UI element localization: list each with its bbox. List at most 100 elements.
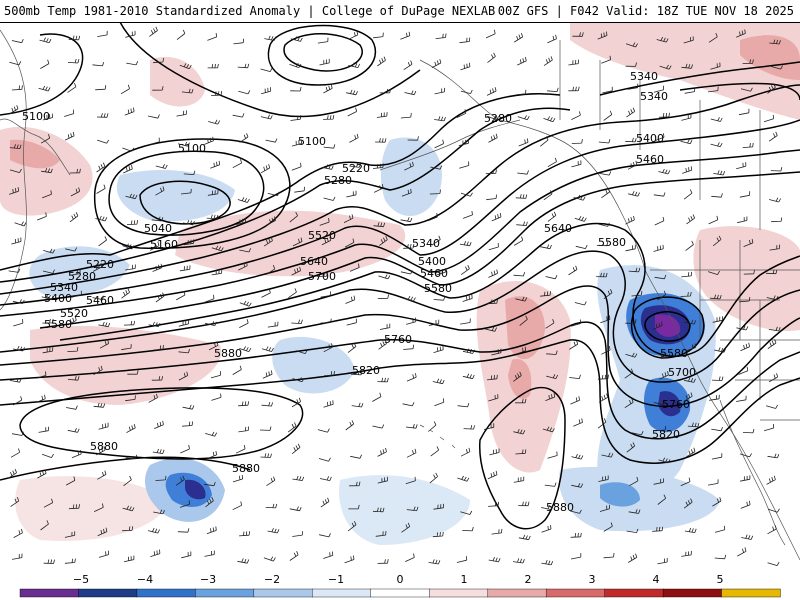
wind-barb [624, 398, 634, 409]
wind-barb [182, 404, 195, 410]
contour-5340 [0, 84, 800, 295]
wind-barb [320, 497, 330, 508]
wind-barb [769, 244, 781, 251]
wind-barb [349, 133, 359, 143]
wind-barb [70, 269, 81, 276]
wind-barb [767, 508, 780, 513]
wind-barb [263, 556, 276, 562]
wind-barb [94, 503, 104, 512]
wind-barb [154, 420, 164, 429]
wind-barb [546, 374, 559, 379]
wind-barb [770, 167, 783, 172]
wind-barb [655, 425, 667, 432]
wind-barb [68, 35, 81, 41]
colorbar-swatch [195, 588, 255, 598]
contour-5280 [0, 107, 571, 283]
wind-barb [204, 294, 215, 303]
contour-5340-east [599, 61, 800, 96]
wind-barb [323, 144, 336, 149]
wind-barb [205, 496, 214, 508]
wind-barb [346, 318, 357, 326]
wind-barb [40, 134, 51, 144]
contour-label: 5640 [300, 255, 328, 268]
wind-barb [14, 221, 27, 227]
wind-barb [597, 222, 610, 227]
contour-5580 [59, 222, 800, 357]
wind-barb [653, 85, 664, 93]
wind-barb [67, 58, 80, 64]
wind-barb [653, 192, 666, 197]
wind-barb [714, 525, 726, 533]
wind-barb [738, 366, 749, 375]
wind-barb [150, 549, 161, 557]
wind-barb [178, 319, 189, 327]
wind-barb [568, 59, 579, 66]
wind-barb [428, 559, 441, 565]
contour-label: 5280 [484, 112, 512, 125]
wind-barb [351, 402, 364, 408]
wind-barb [379, 88, 391, 94]
wind-barb [513, 236, 524, 246]
contour-5460 [0, 149, 800, 317]
wind-barb [771, 217, 783, 223]
contour-5760 [0, 321, 800, 440]
wind-barb [627, 553, 638, 563]
wind-barb [261, 401, 273, 407]
cold-anomaly-area [339, 475, 470, 545]
wind-barb [769, 39, 781, 45]
colorbar-tick: 2 [525, 573, 532, 586]
wind-barb [208, 341, 219, 351]
wind-barb [569, 340, 579, 350]
wind-barb [266, 265, 276, 275]
wind-barb [376, 112, 388, 118]
wind-barb [238, 90, 251, 95]
wind-barb [485, 29, 496, 39]
wind-barb [625, 244, 636, 252]
wind-barb [64, 131, 75, 141]
wind-barb [547, 34, 557, 44]
wind-barb [433, 296, 446, 301]
wind-barb [712, 316, 723, 323]
contour-labels: 5100 5100 5100 5040 5160 5220 5280 5340 … [22, 70, 696, 514]
wind-barb [36, 212, 47, 221]
wind-barb [238, 401, 249, 407]
wind-barb [97, 470, 107, 480]
contour-label: 5760 [662, 398, 690, 411]
wind-barb [126, 60, 139, 66]
wind-barb [625, 42, 638, 48]
contour-label: 5580 [598, 236, 626, 249]
contour-label: 5280 [324, 174, 352, 187]
wind-barb [575, 244, 588, 249]
wind-barb [292, 377, 305, 383]
wind-barb [232, 501, 243, 511]
wind-barb [768, 326, 781, 332]
contour-label: 5100 [22, 110, 50, 123]
wind-barb [152, 57, 164, 64]
wind-barb [626, 107, 636, 118]
wind-barb [400, 217, 413, 223]
wind-barb [12, 299, 25, 304]
wind-barb [266, 476, 276, 487]
wind-barb [291, 266, 301, 276]
wind-barb [740, 500, 751, 509]
wind-barb [205, 321, 217, 326]
wind-barb [265, 138, 278, 143]
wind-barb [204, 481, 216, 487]
contour-5340-east-b [679, 82, 800, 101]
cold-anomaly-core [658, 391, 681, 417]
wind-barb [71, 290, 82, 298]
wind-barb [43, 559, 55, 564]
wind-barb [260, 114, 273, 120]
wind-barb [183, 239, 195, 246]
colorbar-swatch [604, 588, 664, 598]
wind-barb [239, 248, 251, 253]
wind-barb [8, 268, 21, 273]
wind-barb [41, 294, 54, 300]
wind-barb [122, 505, 135, 512]
wind-barb [462, 373, 475, 380]
contour-label: 5400 [636, 132, 664, 145]
wind-barb [124, 107, 135, 116]
alaska-coastline [419, 59, 646, 271]
wind-barb [348, 30, 359, 40]
wind-barb [598, 393, 609, 403]
